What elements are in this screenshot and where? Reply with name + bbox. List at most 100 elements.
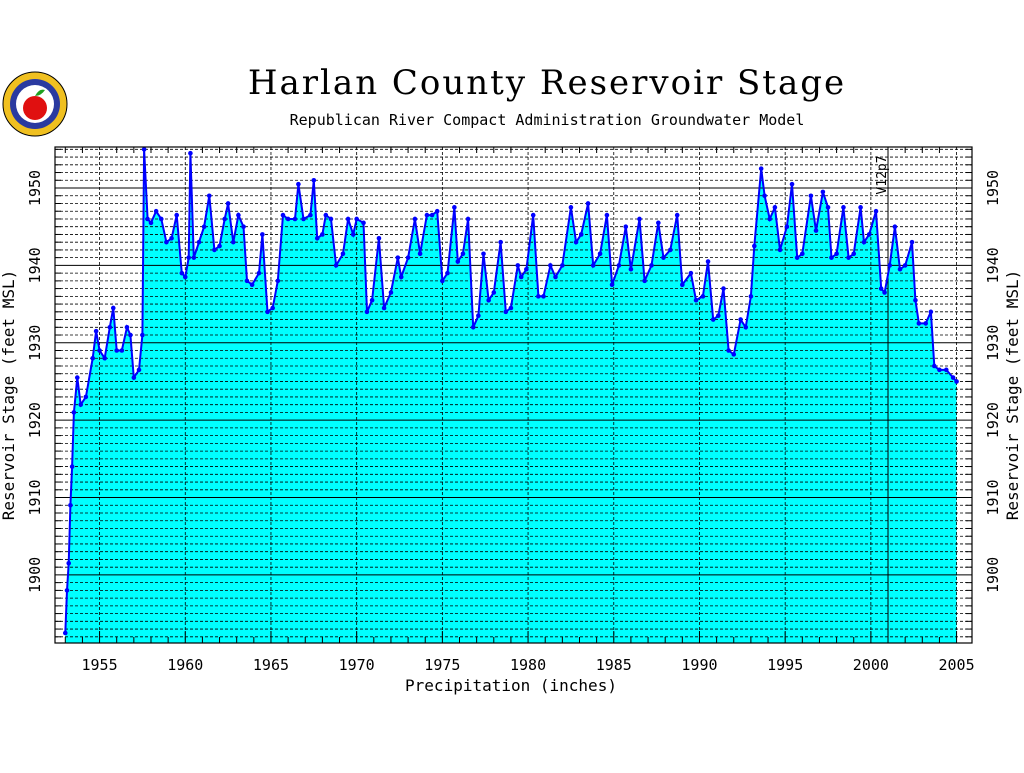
point <box>503 309 509 315</box>
point <box>721 286 726 291</box>
point <box>388 290 394 295</box>
point <box>90 355 96 361</box>
point <box>244 278 250 284</box>
chart-subtitle: Republican River Compact Administration … <box>290 111 805 129</box>
point <box>424 212 430 218</box>
point <box>434 208 440 214</box>
point <box>937 367 942 373</box>
point <box>661 255 666 260</box>
point <box>131 375 137 380</box>
point <box>841 205 846 210</box>
point <box>873 208 879 214</box>
y-tick-label: 1940 <box>26 247 44 283</box>
point <box>345 216 351 222</box>
point <box>164 239 169 245</box>
point <box>548 263 553 268</box>
point <box>616 263 622 268</box>
x-axis-label: Precipitation (inches) <box>405 676 617 695</box>
point <box>445 270 450 276</box>
point <box>107 324 113 330</box>
point <box>174 212 179 218</box>
point <box>369 297 375 303</box>
point <box>314 236 320 241</box>
point <box>470 324 476 330</box>
point <box>943 367 949 373</box>
point <box>256 270 262 276</box>
y2-tick-label: 1920 <box>984 402 1002 438</box>
point <box>64 588 70 593</box>
point <box>680 282 685 288</box>
point <box>158 216 164 222</box>
chart-title: Harlan County Reservoir Stage <box>248 63 846 103</box>
point <box>541 294 546 299</box>
point <box>280 212 286 218</box>
point <box>954 379 959 384</box>
y2-tick-label: 1930 <box>984 325 1002 361</box>
point <box>578 232 584 237</box>
y-tick-label: 1950 <box>26 170 44 206</box>
point <box>68 502 73 508</box>
point <box>241 224 246 230</box>
point <box>398 274 404 280</box>
point <box>628 266 634 272</box>
point <box>789 181 795 187</box>
annotation-label: V12p7 <box>875 155 890 194</box>
point <box>350 232 356 237</box>
x-tick-label: 1960 <box>167 656 203 674</box>
point <box>705 259 711 264</box>
point <box>169 236 174 241</box>
point <box>465 216 471 222</box>
point <box>222 216 227 222</box>
point <box>892 224 898 230</box>
point <box>794 255 800 260</box>
point <box>140 332 145 338</box>
point <box>762 193 767 199</box>
point <box>858 205 863 210</box>
point <box>260 232 265 237</box>
point <box>674 212 680 218</box>
y-tick-label: 1910 <box>26 479 44 515</box>
point <box>916 321 922 326</box>
point <box>560 263 565 268</box>
point <box>460 251 466 257</box>
point <box>361 220 366 226</box>
point <box>212 247 217 253</box>
point <box>93 328 99 334</box>
point <box>851 251 857 257</box>
point <box>590 263 596 268</box>
point <box>364 309 370 315</box>
point <box>726 348 731 353</box>
y-axis-label: Reservoir Stage (feet MSL) <box>0 270 18 520</box>
point <box>78 402 84 407</box>
point <box>752 243 757 249</box>
logo <box>2 71 68 137</box>
x-tick-label: 2005 <box>939 656 975 674</box>
point <box>62 630 68 636</box>
x-tick-label: 1980 <box>510 656 546 674</box>
point <box>923 321 929 326</box>
point <box>902 263 908 268</box>
point <box>642 278 647 284</box>
point <box>206 193 212 199</box>
point <box>340 251 346 257</box>
point <box>455 259 461 264</box>
point <box>83 394 89 400</box>
point <box>110 305 116 311</box>
point <box>452 205 457 210</box>
point <box>913 297 918 303</box>
point <box>772 205 778 210</box>
point <box>743 324 749 330</box>
point <box>311 177 317 183</box>
y-tick-label: 1900 <box>26 557 44 593</box>
point <box>124 324 130 330</box>
point <box>573 239 579 245</box>
point <box>102 355 108 361</box>
point <box>688 270 694 276</box>
point <box>861 239 867 245</box>
y2-axis-label: Reservoir Stage (feet MSL) <box>1003 270 1022 520</box>
point <box>145 216 150 222</box>
point <box>568 205 574 210</box>
point <box>700 294 706 299</box>
point <box>196 239 202 245</box>
